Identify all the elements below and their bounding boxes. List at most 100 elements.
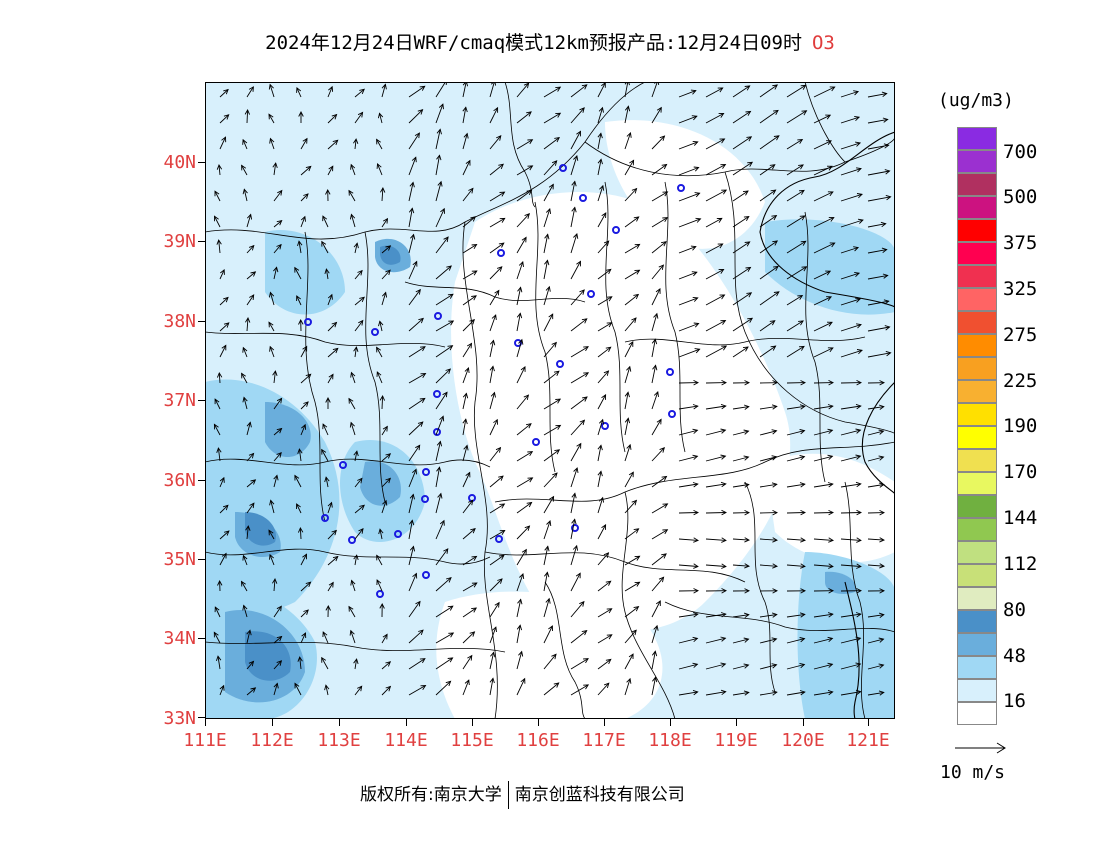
wind-arrow	[597, 370, 609, 384]
wind-arrow-head	[489, 339, 496, 346]
wind-arrow-head	[690, 245, 697, 251]
wind-arrow	[543, 342, 557, 358]
wind-arrow	[241, 581, 248, 592]
wind-arrow	[489, 554, 505, 566]
wind-arrow-head	[493, 418, 498, 425]
wind-arrow	[705, 613, 726, 618]
wind-arrow	[435, 293, 454, 306]
wind-arrow-head	[693, 563, 699, 569]
wind-arrow-head	[719, 294, 726, 300]
wind-arrow-head	[445, 368, 452, 374]
wind-arrow-head	[519, 573, 525, 580]
wind-arrow	[516, 599, 522, 618]
wind-arrow	[516, 678, 526, 696]
wind-arrow-head	[359, 88, 365, 95]
wind-arrow-head	[772, 563, 779, 569]
wind-arrow	[408, 685, 426, 696]
wind-arrow-head	[331, 113, 338, 120]
wind-arrow	[786, 240, 806, 254]
wind-arrow-head	[447, 657, 454, 663]
wind-arrow-head	[223, 530, 230, 536]
wind-arrow-head	[772, 588, 778, 594]
wind-arrow	[516, 213, 530, 228]
wind-arrow-head	[662, 217, 669, 223]
wind-arrow	[570, 419, 585, 436]
wind-arrow	[786, 430, 805, 436]
wind-arrow	[218, 164, 221, 176]
wind-arrow	[543, 425, 561, 436]
wind-arrow-head	[855, 141, 862, 147]
wind-arrow-head	[827, 454, 834, 460]
wind-arrow	[299, 657, 302, 670]
wind-arrow	[381, 395, 384, 410]
wind-arrow	[294, 267, 302, 280]
wind-arrow-head	[690, 89, 697, 95]
wind-arrow	[570, 545, 578, 566]
wind-arrow-head	[419, 658, 426, 664]
wind-arrow-head	[303, 609, 309, 615]
wind-arrow-head	[297, 656, 303, 662]
wind-arrow	[840, 168, 862, 176]
wind-arrow	[219, 685, 225, 696]
wind-arrow-head	[494, 601, 500, 608]
wind-arrow-head	[328, 85, 334, 92]
wind-arrow	[435, 416, 444, 436]
wind-arrow-head	[353, 450, 359, 457]
legend-swatch	[957, 610, 997, 633]
legend-label: 144	[1003, 507, 1038, 529]
wind-arrow	[348, 606, 356, 618]
wind-arrow	[813, 512, 834, 514]
wind-arrow-head	[651, 338, 658, 345]
wind-arrow	[786, 638, 805, 644]
wind-arrow-head	[381, 83, 387, 90]
wind-arrow	[354, 451, 358, 462]
legend-swatch	[957, 633, 997, 656]
wind-arrow-head	[418, 317, 424, 324]
wind-arrow-head	[879, 588, 885, 594]
wind-arrow-head	[498, 242, 505, 248]
lat-label-34n: 34N	[163, 628, 196, 649]
wind-arrow	[516, 423, 532, 436]
wind-arrow	[840, 91, 859, 98]
wind-arrow	[597, 269, 612, 280]
wind-arrow-head	[634, 243, 641, 249]
wind-arrow-head	[884, 169, 891, 175]
wind-arrow-head	[353, 346, 359, 352]
wind-arrow-head	[571, 180, 577, 187]
wind-arrow-head	[652, 676, 658, 683]
wind-arrow-head	[631, 317, 637, 324]
wind-arrow	[242, 139, 248, 150]
wind-arrow	[300, 138, 308, 150]
wind-arrow-head	[554, 137, 560, 143]
wind-arrow	[786, 295, 803, 306]
wind-arrow-head	[353, 138, 359, 144]
wind-arrow	[543, 260, 548, 280]
wind-arrow-head	[246, 213, 253, 220]
wind-arrow-head	[631, 629, 637, 636]
wind-arrow-head	[322, 423, 328, 430]
wind-arrow-head	[717, 87, 724, 93]
legend-swatch	[957, 587, 997, 610]
wind-arrow	[381, 187, 384, 202]
wind-arrow	[243, 397, 248, 410]
wind-arrow	[543, 184, 554, 202]
wind-arrow-head	[606, 608, 613, 614]
wind-arrow-head	[276, 451, 282, 458]
wind-arrow-head	[573, 154, 579, 161]
wind-arrow	[570, 467, 578, 488]
wind-arrow	[462, 528, 476, 540]
wind-arrow-head	[798, 320, 804, 326]
wind-arrow	[759, 320, 776, 332]
wind-arrow	[543, 496, 554, 514]
legend-label: 48	[1003, 645, 1026, 667]
wind-arrow	[867, 484, 884, 488]
wind-arrow	[867, 456, 884, 462]
wind-arrow-head	[219, 476, 225, 483]
wind-arrow	[273, 660, 282, 670]
wind-arrow	[651, 288, 661, 306]
wind-arrow-head	[408, 207, 415, 214]
wind-arrow	[705, 218, 723, 228]
wind-arrow	[786, 613, 805, 618]
wind-arrow-head	[579, 600, 585, 607]
wind-arrow	[322, 631, 329, 644]
